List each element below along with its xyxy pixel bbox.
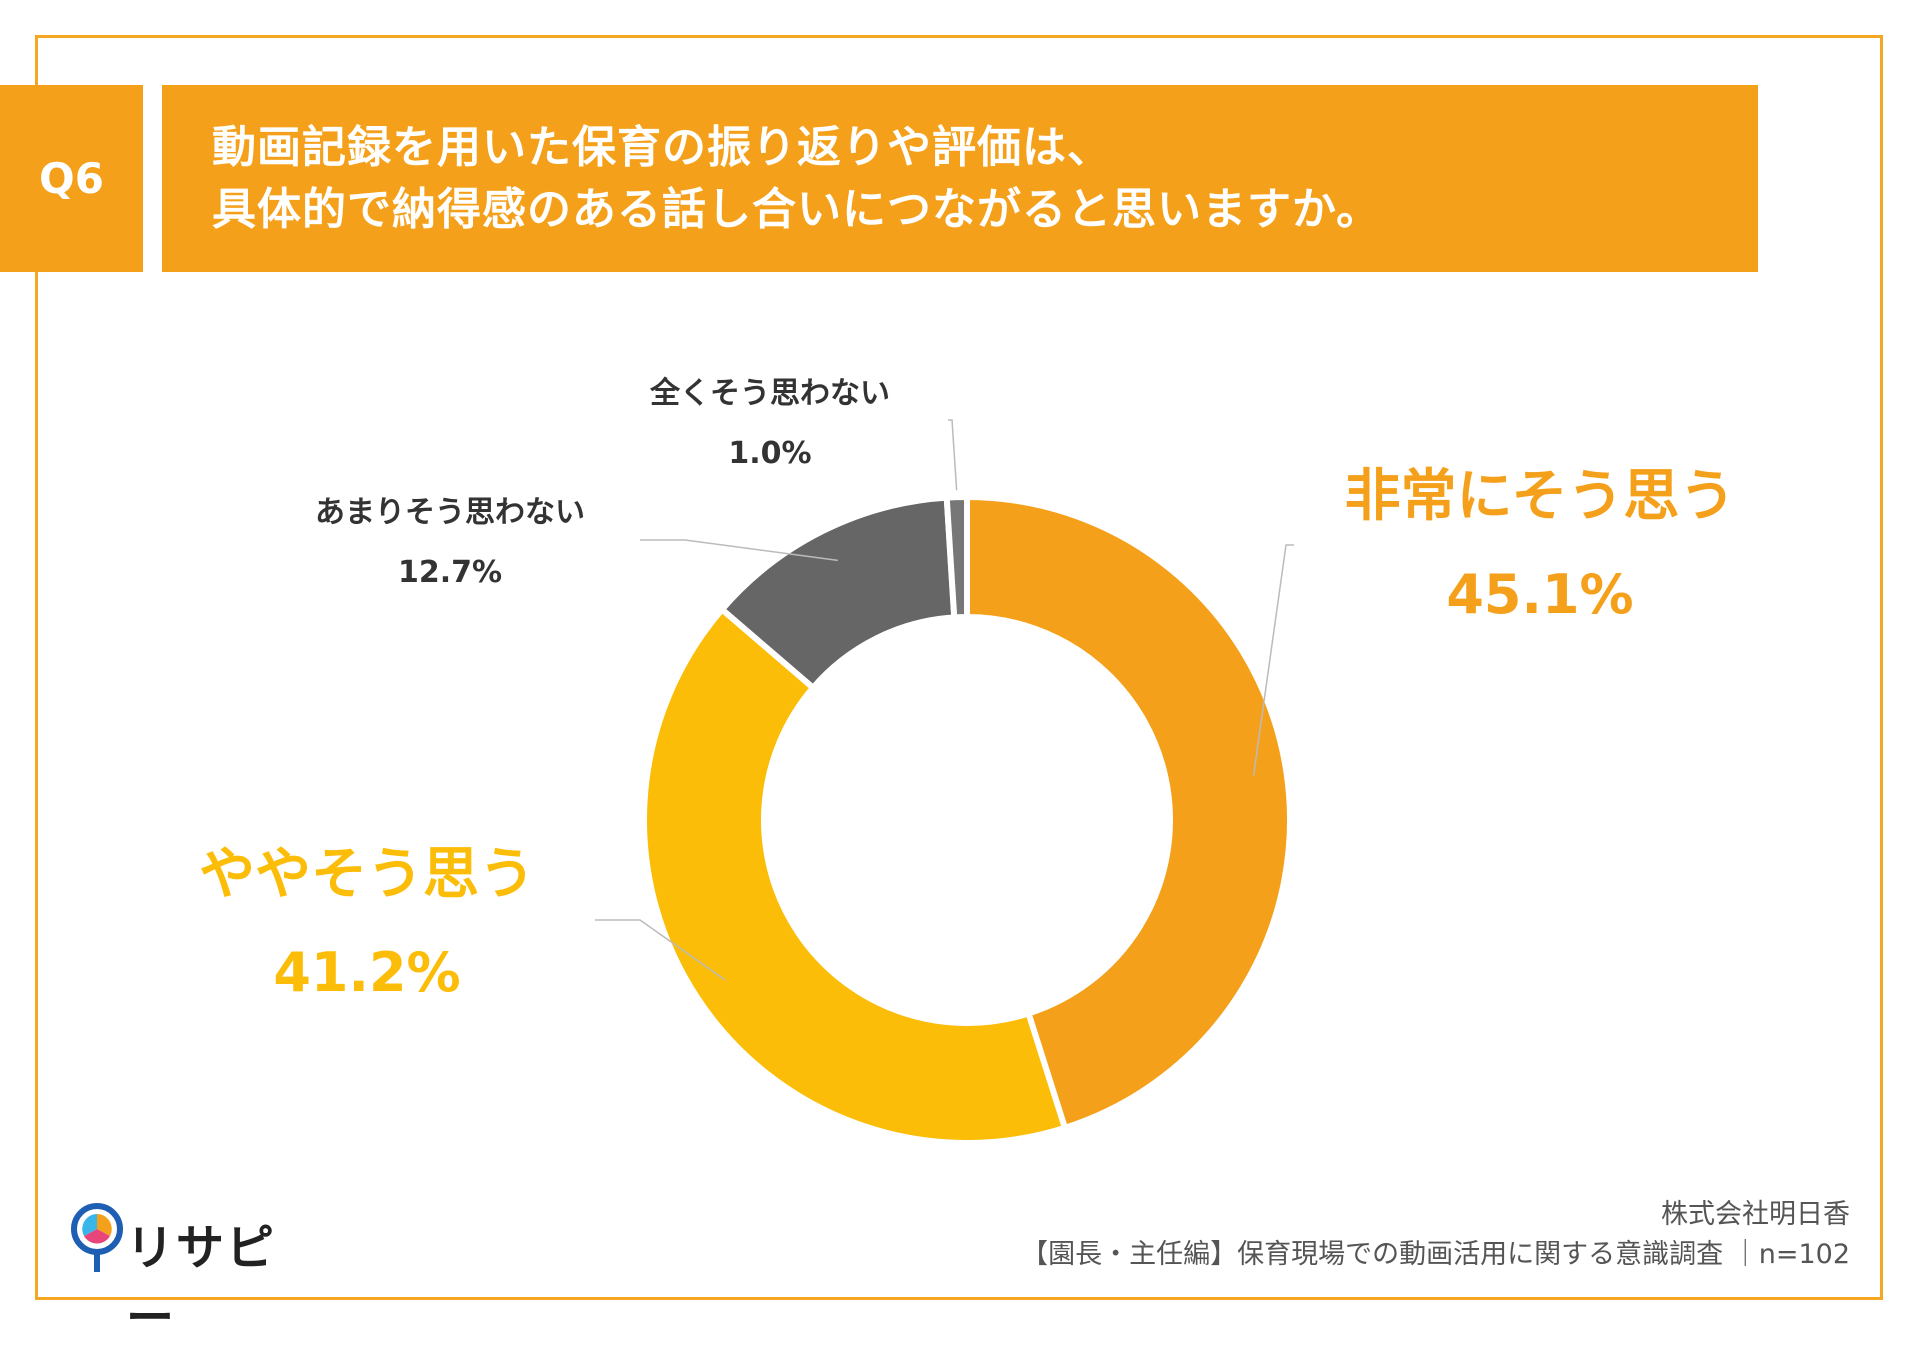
value-label-3: 12.7% — [398, 555, 502, 590]
chart-frame — [35, 35, 1883, 1300]
leader-line-4 — [948, 419, 958, 491]
logo-text: リサピー — [126, 1220, 277, 1346]
leader-line-3 — [640, 539, 838, 562]
category-label-2: ややそう思う — [199, 842, 535, 907]
donut-slice-1 — [964, 493, 1293, 1132]
value-label-4: 1.0% — [728, 436, 811, 471]
category-label-4: 全くそう思わない — [649, 376, 890, 411]
category-label-3: あまりそう思わない — [315, 495, 585, 530]
value-label-2: 41.2% — [273, 941, 460, 1004]
value-label-1: 45.1% — [1446, 563, 1633, 626]
footer-organization: 株式会社明日香 — [1661, 1199, 1850, 1230]
risapy-logo: リサピー — [70, 1202, 300, 1346]
question-line-2: 具体的で納得感のある話し合いにつながると思いますか。 — [212, 183, 1382, 235]
leader-line-2 — [595, 919, 726, 981]
question-banner: 動画記録を用いた保育の振り返りや評価は、 具体的で納得感のある話し合いにつながる… — [162, 85, 1758, 272]
donut-slice-2 — [641, 605, 1069, 1146]
question-line-1: 動画記録を用いた保育の振り返りや評価は、 — [212, 121, 1112, 173]
question-badge: Q6 — [0, 85, 143, 272]
category-label-1: 非常にそう思う — [1345, 464, 1736, 529]
leader-line-1 — [1252, 544, 1294, 776]
map-pin-logo-icon — [71, 1203, 123, 1272]
footer-survey-info: 【園長・主任編】保育現場での動画活用に関する意識調査 ｜n=102 — [1021, 1239, 1850, 1270]
donut-slice-4 — [943, 493, 970, 621]
